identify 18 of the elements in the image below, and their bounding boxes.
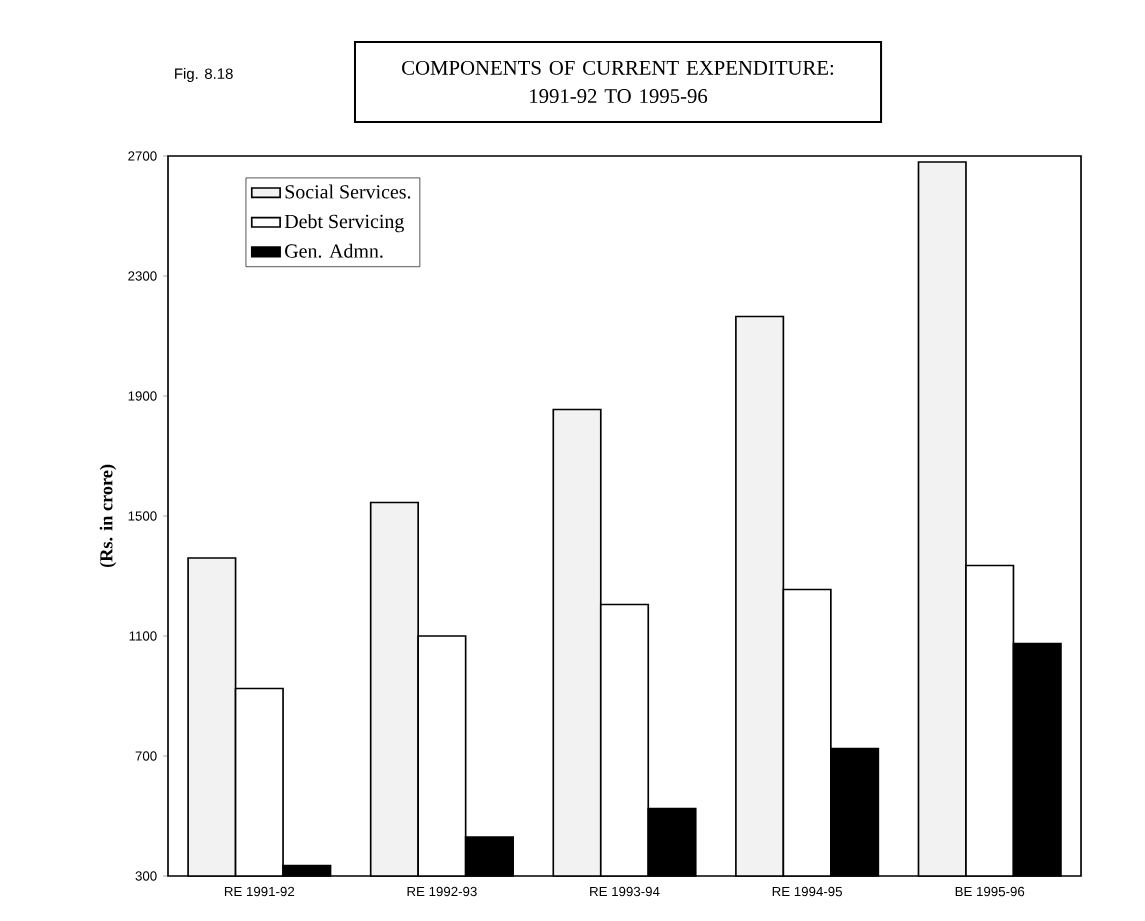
y-axis-title: (Rs. in crore) bbox=[99, 464, 117, 568]
legend-label: Debt Servicing bbox=[284, 214, 404, 233]
legend-label: Social Services. bbox=[285, 184, 411, 199]
caption: Fig. 8.18 bbox=[175, 68, 233, 82]
x-tick-label: BE 1995-96 bbox=[955, 886, 1025, 897]
y-tick-label: 2700 bbox=[128, 151, 157, 161]
y-tick-label: 1100 bbox=[129, 631, 157, 641]
legend-label: Gen. Admn. bbox=[285, 243, 383, 258]
y-tick-label: 1900 bbox=[128, 391, 157, 401]
y-tick-label: 1500 bbox=[128, 511, 157, 521]
y-tick-label: 700 bbox=[135, 751, 157, 761]
y-tick-label: 2300 bbox=[128, 271, 157, 281]
x-tick-label: RE 1994-95 bbox=[772, 886, 842, 897]
x-tick-label: RE 1992-93 bbox=[407, 886, 477, 897]
y-tick-label: 300 bbox=[135, 871, 157, 881]
x-tick-label: RE 1993-94 bbox=[590, 886, 660, 897]
chart-title: COMPONENTS OF CURRENT EXPENDITURE: 1991-92 TO 1995-96 bbox=[402, 60, 834, 104]
x-tick-label: RE 1991-92 bbox=[224, 886, 295, 897]
